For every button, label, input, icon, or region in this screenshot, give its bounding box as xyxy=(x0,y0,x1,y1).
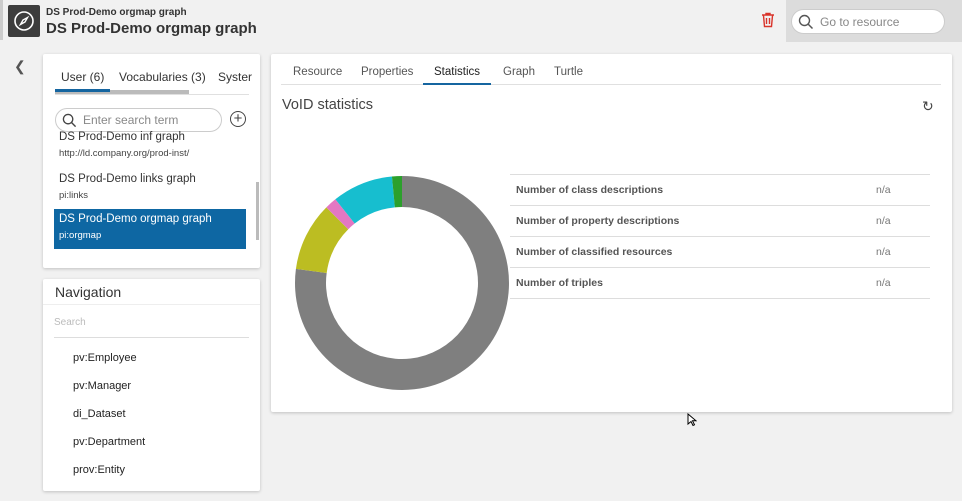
stat-value: n/a xyxy=(876,174,930,206)
main-card: Resource Properties Statistics Graph Tur… xyxy=(271,54,952,412)
graph-name: DS Prod-Demo links graph xyxy=(59,173,196,185)
mouse-cursor-icon xyxy=(687,413,697,427)
tab-resource[interactable]: Resource xyxy=(293,66,343,78)
donut-slice[interactable] xyxy=(335,176,395,224)
divider xyxy=(55,94,249,95)
navigation-title: Navigation xyxy=(55,284,122,300)
tab-graph[interactable]: Graph xyxy=(503,66,535,78)
graph-search-placeholder: Enter search term xyxy=(83,113,179,127)
navigation-search-input[interactable]: Search xyxy=(54,317,86,328)
nav-item[interactable]: pv:Employee xyxy=(73,352,137,364)
stats-table: Number of class descriptions n/a Number o… xyxy=(510,174,930,299)
go-to-resource-input[interactable]: Go to resource xyxy=(791,9,945,34)
divider xyxy=(281,84,941,85)
graph-item-links[interactable]: DS Prod-Demo links graph pi:links xyxy=(54,169,246,209)
donut-slice[interactable] xyxy=(326,199,355,230)
tab-statistics[interactable]: Statistics xyxy=(434,66,481,78)
graph-uri: http://ld.company.org/prod-inst/ xyxy=(59,148,190,159)
divider xyxy=(54,337,249,338)
stat-label: Number of classified resources xyxy=(510,236,876,268)
compass-icon xyxy=(8,5,40,37)
void-donut-chart xyxy=(295,176,509,390)
graph-search-input[interactable]: Enter search term xyxy=(55,108,222,132)
list-scrollbar[interactable] xyxy=(256,182,259,240)
table-row: Number of classified resources n/a xyxy=(510,236,930,268)
graph-item-inf[interactable]: DS Prod-Demo inf graph http://ld.company.… xyxy=(54,127,246,167)
tab-scrollbar[interactable] xyxy=(55,90,189,94)
donut-slice[interactable] xyxy=(391,176,402,208)
section-title: VoID statistics xyxy=(282,97,374,113)
graph-name: DS Prod-Demo inf graph xyxy=(59,131,185,143)
tab-vocabularies[interactable]: Vocabularies (3) xyxy=(119,70,206,84)
refresh-icon[interactable]: ↻ xyxy=(922,98,934,114)
add-graph-icon[interactable]: + xyxy=(230,111,246,127)
left-strip xyxy=(0,0,3,40)
stat-label: Number of property descriptions xyxy=(510,205,876,237)
collapse-chevron-icon[interactable]: ❮ xyxy=(14,58,26,74)
graph-uri: pi:orgmap xyxy=(59,230,102,241)
stat-value: n/a xyxy=(876,236,930,268)
active-tab-indicator xyxy=(423,83,491,85)
divider xyxy=(43,304,260,305)
graph-uri: pi:links xyxy=(59,190,89,201)
search-icon xyxy=(62,113,77,127)
tab-user[interactable]: User (6) xyxy=(61,70,105,84)
go-to-resource-placeholder: Go to resource xyxy=(820,14,900,29)
nav-item[interactable]: di_Dataset xyxy=(73,408,126,420)
nav-item[interactable]: prov:Entity xyxy=(73,464,125,476)
table-row: Number of triples n/a xyxy=(510,267,930,299)
nav-item[interactable]: pv:Manager xyxy=(73,380,132,392)
page-title: DS Prod-Demo orgmap graph xyxy=(46,20,257,37)
navigation-card: Navigation Search pv:Employee pv:Manager… xyxy=(43,279,260,491)
table-row: Number of class descriptions n/a xyxy=(510,174,930,206)
graph-name: DS Prod-Demo orgmap graph xyxy=(59,213,212,225)
tab-system[interactable]: Syster xyxy=(218,70,253,84)
donut-slice[interactable] xyxy=(295,207,349,274)
graph-item-orgmap[interactable]: DS Prod-Demo orgmap graph pi:orgmap xyxy=(54,209,246,249)
stat-value: n/a xyxy=(876,267,930,299)
stat-label: Number of triples xyxy=(510,267,876,299)
header-subtitle: DS Prod-Demo orgmap graph xyxy=(46,7,187,18)
search-icon xyxy=(798,14,814,29)
stat-value: n/a xyxy=(876,205,930,237)
graph-list-card: User (6) Vocabularies (3) Syster Enter s… xyxy=(43,54,260,268)
table-row: Number of property descriptions n/a xyxy=(510,205,930,237)
tab-turtle[interactable]: Turtle xyxy=(554,66,583,78)
active-tab-indicator xyxy=(55,89,110,92)
delete-icon[interactable] xyxy=(761,12,775,33)
nav-item[interactable]: pv:Department xyxy=(73,436,146,448)
stat-label: Number of class descriptions xyxy=(510,174,876,206)
tab-properties[interactable]: Properties xyxy=(361,66,414,78)
